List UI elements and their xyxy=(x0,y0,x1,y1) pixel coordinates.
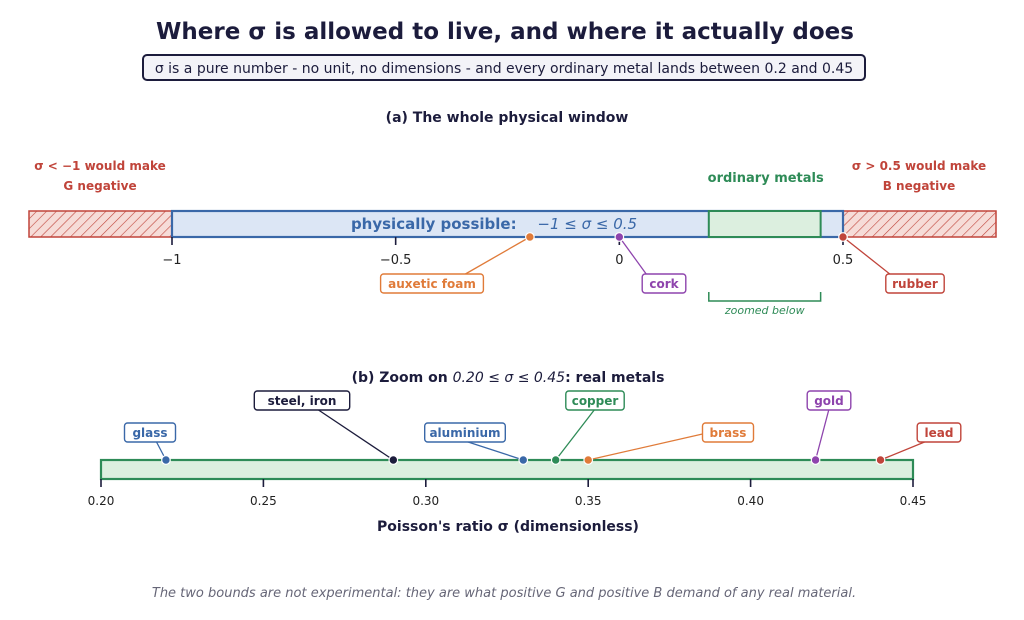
point-gold xyxy=(810,455,821,465)
callout-line-aluminium xyxy=(464,440,524,461)
callout-label-glass: glass xyxy=(132,426,167,440)
callout-box-brass xyxy=(701,422,755,443)
panel-b-title-suffix: : real metals xyxy=(565,370,664,386)
panel-b-title-prefix: (b) Zoom on xyxy=(352,370,453,386)
panel-a-tick-label: 0.5 xyxy=(833,253,854,268)
zoom-bracket xyxy=(708,292,822,302)
panel-b-xlabel: Poisson's ratio σ (dimensionless) xyxy=(377,519,639,535)
panel-b-title: (b) Zoom on 0.20 ≤ σ ≤ 0.45: real metals xyxy=(352,370,665,386)
dynamic-marks: −1 −0.5 0 0.5 auxetic foam cork rubber 0.20 0.25… xyxy=(88,232,962,508)
point-brass xyxy=(583,455,594,465)
callout-line-gold xyxy=(814,408,830,461)
callout-label-copper: copper xyxy=(572,394,619,408)
panel-a-tick-label: 0 xyxy=(615,253,623,268)
point-steel-iron xyxy=(388,455,399,465)
callout-box-steel-iron xyxy=(253,390,351,411)
forbidden-high-region xyxy=(842,210,997,238)
callout-line-cork xyxy=(618,236,647,275)
point-cork xyxy=(614,232,625,242)
panel-b-tick-label: 0.25 xyxy=(250,494,277,508)
forbidden-low-label-line2: G negative xyxy=(63,179,136,193)
panel-b-tick-label: 0.20 xyxy=(88,494,115,508)
callout-line-brass xyxy=(588,433,703,461)
point-rubber xyxy=(838,232,848,242)
callout-line-lead xyxy=(880,440,928,461)
allowed-region-label: physically possible: −1 ≤ σ ≤ 0.5 xyxy=(351,215,637,233)
callout-line-auxetic-foam xyxy=(465,236,531,275)
callout-label-brass: brass xyxy=(710,426,747,440)
ordinary-metals-region xyxy=(707,210,822,238)
point-lead xyxy=(875,455,886,465)
point-aluminium xyxy=(518,455,529,465)
callout-label-cork: cork xyxy=(649,277,679,291)
callout-box-copper xyxy=(565,390,625,411)
allowed-label-text: physically possible: xyxy=(351,215,517,233)
subtitle: σ is a pure number - no unit, no dimensi… xyxy=(155,61,853,77)
callout-line-copper xyxy=(555,408,596,461)
callout-label-aluminium: aluminium xyxy=(429,426,500,440)
callout-box-auxetic-foam xyxy=(379,273,485,294)
callout-label-lead: lead xyxy=(925,426,954,440)
panel-b xyxy=(99,458,915,481)
callout-box-lead xyxy=(916,422,962,443)
zoom-label: zoomed below xyxy=(724,304,805,317)
chart-title: Where σ is allowed to live, and where it… xyxy=(156,19,854,45)
point-copper xyxy=(550,455,561,465)
callout-box-aluminium xyxy=(424,422,507,443)
callout-box-gold xyxy=(806,390,852,411)
allowed-label-math: −1 ≤ σ ≤ 0.5 xyxy=(537,215,637,233)
callout-box-rubber xyxy=(885,273,945,294)
metals-range-bar xyxy=(99,458,915,481)
panel-b-tick-label: 0.35 xyxy=(575,494,602,508)
forbidden-low-label-line1: σ < −1 would make xyxy=(34,159,166,173)
ordinary-metals-label: ordinary metals xyxy=(708,171,824,186)
panel-a-tick-label: −1 xyxy=(162,253,181,268)
subtitle-box xyxy=(142,54,866,81)
footnote: The two bounds are not experimental: the… xyxy=(152,586,856,601)
forbidden-low-region xyxy=(28,210,173,238)
callout-label-steel-iron: steel, iron xyxy=(268,394,337,408)
callout-line-rubber xyxy=(842,236,891,275)
panel-b-tick-label: 0.30 xyxy=(412,494,439,508)
callout-label-gold: gold xyxy=(814,394,844,408)
panel-a-title: (a) The whole physical window xyxy=(386,110,629,126)
forbidden-high-label-line1: σ > 0.5 would make xyxy=(852,159,986,173)
callout-box-cork xyxy=(641,273,687,294)
point-auxetic-foam xyxy=(524,232,535,242)
panel-b-title-math: 0.20 ≤ σ ≤ 0.45 xyxy=(453,370,566,386)
panel-b-tick-label: 0.40 xyxy=(737,494,764,508)
panel-b-tick-label: 0.45 xyxy=(900,494,927,508)
callout-box-glass xyxy=(123,422,177,443)
panel-a: physically possible: −1 ≤ σ ≤ 0.5 ordina… xyxy=(28,159,997,317)
point-glass xyxy=(161,455,171,465)
callout-line-steel-iron xyxy=(316,408,394,461)
forbidden-high-label-line2: B negative xyxy=(883,179,956,193)
callout-label-auxetic-foam: auxetic foam xyxy=(388,277,476,291)
callout-label-rubber: rubber xyxy=(892,277,938,291)
panel-a-tick-label: −0.5 xyxy=(380,253,412,268)
